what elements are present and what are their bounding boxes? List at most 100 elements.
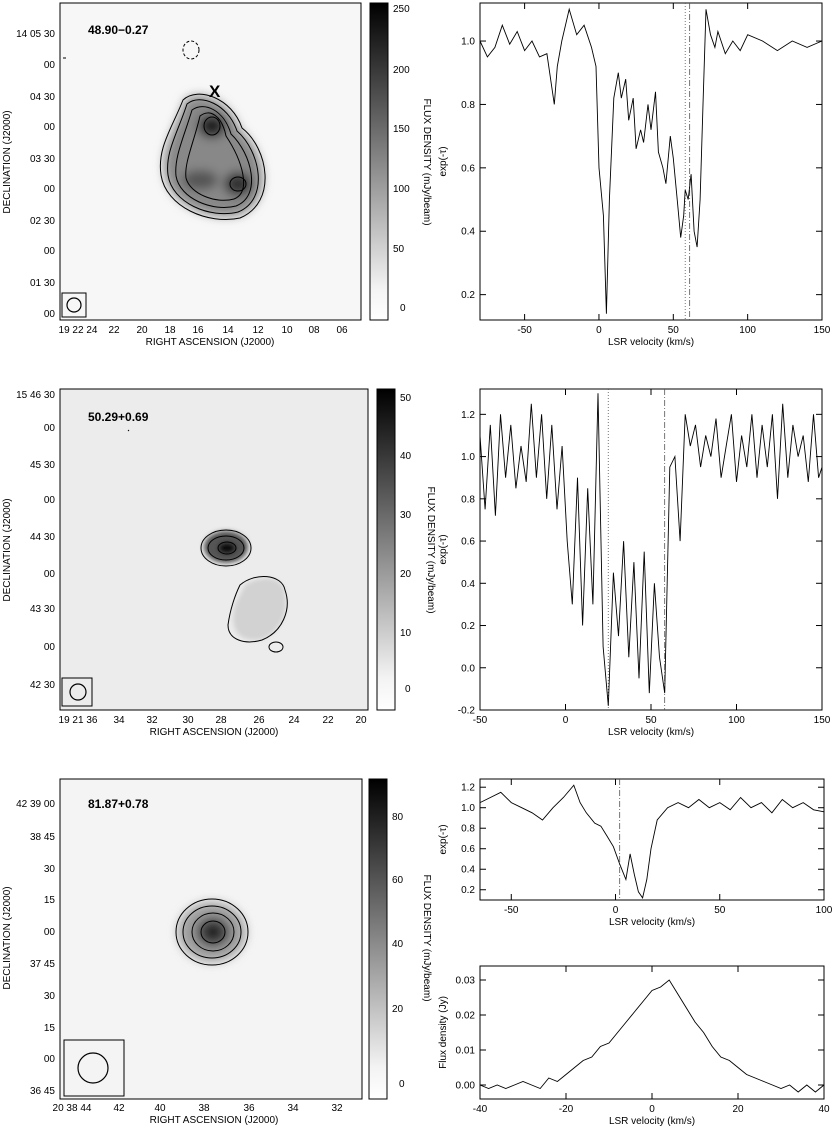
colorbar-tick-label: 40 — [392, 939, 404, 950]
y-axis-label: exp(-τ) — [438, 534, 449, 564]
map-emission — [127, 429, 288, 653]
y-tick-label: 15 — [44, 1023, 56, 1034]
y-tick-label: 0.8 — [461, 100, 475, 111]
x-tick-label: 22 — [108, 325, 120, 336]
y-tick-label: 37 45 — [30, 959, 55, 970]
plot-frame — [479, 965, 825, 1100]
y-tick-label: 0.0 — [461, 663, 475, 674]
map-x-axis-label: RIGHT ASCENSION (J2000) — [150, 1115, 279, 1126]
map-source-label: 50.29+0.69 — [88, 410, 149, 424]
y-tick-label: 1.0 — [461, 37, 475, 48]
map-source-label: 48.90−0.27 — [88, 23, 149, 37]
x-tick-label: 50 — [645, 715, 657, 726]
colorbar-tick-label: 150 — [393, 124, 410, 135]
y-tick-label: 1.0 — [461, 452, 475, 463]
colorbar-ticks: 250 200 150 100 50 0 — [393, 4, 410, 314]
map-frame — [59, 778, 363, 1100]
y-tick-label: 0.01 — [456, 1046, 476, 1057]
beam-ellipse — [69, 683, 87, 701]
colorbar-tick-label: 20 — [392, 1004, 404, 1015]
beam-ellipse — [66, 297, 82, 313]
colorbar-tick-label: 40 — [400, 451, 412, 462]
beam-box — [61, 677, 93, 707]
y-tick-label: 1.2 — [461, 783, 475, 794]
y-tick-label: 0.6 — [461, 844, 475, 855]
map-x-ticks: 19 21 36 34 32 30 28 26 24 22 20 — [59, 715, 367, 726]
colorbar-tick-label: 100 — [393, 184, 410, 195]
y-tick-label: 00 — [44, 1054, 56, 1065]
y-tick-label: 04 30 — [30, 92, 55, 103]
y-tick-label: 0.4 — [461, 227, 475, 238]
x-tick-label: 30 — [182, 715, 194, 726]
y-tick-label: 00 — [44, 423, 56, 434]
map-y-axis-label: DECLINATION (J2000) — [2, 886, 13, 989]
colorbar-tick-label: 50 — [400, 393, 412, 404]
y-tick-label: 00 — [44, 246, 56, 257]
spectrum-panel: -40 -20 0 20 40 0.00 0.01 0.02 0.03 LSR velocity … — [438, 965, 830, 1127]
x-tick-label: 16 — [192, 325, 204, 336]
colorbar — [369, 2, 389, 321]
colorbar-ticks: 50 40 30 20 10 0 — [400, 393, 412, 695]
x-tick-label: 0 — [563, 715, 569, 726]
map-frame — [59, 2, 362, 321]
y-axis-label: exp(-τ) — [438, 824, 449, 854]
y-tick-label: 45 30 — [30, 460, 55, 471]
y-tick-label: 14 05 30 — [16, 29, 55, 40]
map-x-ticks: 19 22 24 22 20 18 16 14 12 10 08 06 — [59, 325, 348, 336]
beam-box — [61, 292, 87, 318]
y-tick-label: 0.6 — [461, 163, 475, 174]
colorbar-tick-label: 0 — [400, 303, 406, 314]
x-tick-label: 20 — [732, 1104, 744, 1115]
x-tick-label: -20 — [559, 1104, 574, 1115]
y-tick-label: 02 30 — [30, 216, 55, 227]
x-tick-label: 0 — [613, 905, 619, 916]
x-tick-label: 20 — [355, 715, 367, 726]
x-tick-label: 14 — [222, 325, 234, 336]
colorbar-tick-label: 10 — [400, 628, 412, 639]
map-panel-1: 48.90−0.27 X 14 05 30 00 04 30 00 03 30 … — [2, 2, 432, 348]
map-panel-3: 81.87+0.78 42 39 00 38 45 30 15 00 37 45… — [2, 778, 432, 1126]
y-tick-label: 00 — [44, 927, 56, 938]
colorbar-tick-label: 50 — [393, 244, 405, 255]
colorbar-label: FLUX DENSITY (mJy/beam) — [421, 98, 432, 225]
x-tick-label: 18 — [164, 325, 176, 336]
colorbar-tick-label: 30 — [400, 510, 412, 521]
y-tick-label: 1.2 — [461, 410, 475, 421]
y-tick-label: 0.2 — [461, 621, 475, 632]
x-tick-label: 20 38 44 — [53, 1103, 92, 1114]
x-tick-label: 32 — [146, 715, 158, 726]
map-marker-label: X — [209, 82, 221, 101]
map-emission — [63, 40, 266, 220]
colorbar-tick-label: 60 — [392, 875, 404, 886]
y-tick-label: 30 — [44, 991, 56, 1002]
x-axis-label: LSR velocity (km/s) — [608, 337, 694, 348]
colorbar-label: FLUX DENSITY (mJy/beam) — [421, 874, 432, 1001]
y-tick-label: 00 — [44, 122, 56, 133]
y-tick-label: 44 30 — [30, 532, 55, 543]
y-tick-label: 38 45 — [30, 832, 55, 843]
x-axis-label: LSR velocity (km/s) — [609, 917, 695, 928]
y-tick-label: -0.2 — [458, 706, 476, 717]
map-x-axis-label: RIGHT ASCENSION (J2000) — [150, 727, 279, 738]
map-y-ticks: 14 05 30 00 04 30 00 03 30 00 02 30 00 0… — [16, 29, 55, 320]
y-tick-label: 00 — [44, 569, 56, 580]
spectrum-line — [479, 979, 825, 1093]
beam-ellipse — [77, 1052, 109, 1084]
map-x-axis-label: RIGHT ASCENSION (J2000) — [146, 337, 275, 348]
colorbar-tick-label: 0 — [399, 1079, 405, 1090]
y-tick-label: 36 45 — [30, 1086, 55, 1097]
x-tick-label: 24 — [288, 715, 300, 726]
x-tick-label: 40 — [818, 1104, 830, 1115]
colorbar-tick-label: 250 — [393, 4, 410, 15]
x-tick-label: 50 — [714, 905, 726, 916]
y-tick-label: 30 — [44, 864, 56, 875]
x-tick-label: 32 — [331, 1103, 343, 1114]
y-axis-label: exp(-τ) — [438, 146, 449, 176]
colorbar-label: FLUX DENSITY (mJy/beam) — [425, 486, 436, 613]
x-axis-label: LSR velocity (km/s) — [609, 1116, 695, 1127]
y-tick-label: 00 — [44, 60, 56, 71]
y-tick-label: 0.8 — [461, 494, 475, 505]
map-y-ticks: 42 39 00 38 45 30 15 00 37 45 30 15 00 3… — [16, 799, 55, 1097]
y-tick-label: 0.2 — [461, 885, 475, 896]
y-tick-label: 42 39 00 — [16, 799, 55, 810]
